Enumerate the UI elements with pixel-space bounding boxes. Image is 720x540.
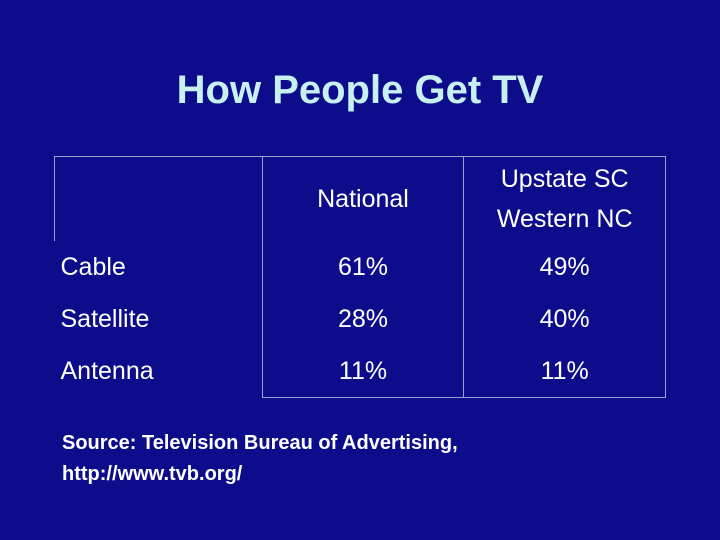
source-url: http://www.tvb.org/	[62, 463, 243, 485]
tv-access-table: National Upstate SC Western NC Cable 61%…	[54, 156, 666, 398]
table-header-row: National Upstate SC Western NC	[54, 156, 666, 241]
table-row: Antenna 11% 11%	[55, 345, 666, 398]
cell-national-cable: 61%	[261, 241, 464, 293]
cell-upstate-cable: 49%	[463, 241, 666, 293]
header-upstate: Upstate SC Western NC	[463, 156, 666, 241]
header-national: National	[261, 156, 464, 241]
row-label-antenna: Antenna	[60, 356, 154, 385]
cell-upstate-satellite: 40%	[463, 293, 666, 345]
header-upstate-line2: Western NC	[496, 205, 633, 233]
header-upstate-line1: Upstate SC	[500, 165, 629, 193]
table-row: Satellite 28% 40%	[55, 293, 666, 345]
header-empty-cell	[54, 156, 263, 241]
slide-title: How People Get TV	[176, 68, 544, 112]
table-row: Cable 61% 49%	[55, 241, 666, 293]
cell-national-satellite: 28%	[261, 293, 464, 345]
row-label-cable: Cable	[60, 252, 126, 281]
cell-national-antenna: 11%	[261, 345, 464, 398]
row-label-satellite: Satellite	[60, 304, 150, 333]
source-note: Source: Television Bureau of Advertising…	[62, 428, 458, 490]
source-line-1: Source: Television Bureau of Advertising…	[62, 432, 458, 454]
cell-upstate-antenna: 11%	[463, 345, 666, 398]
